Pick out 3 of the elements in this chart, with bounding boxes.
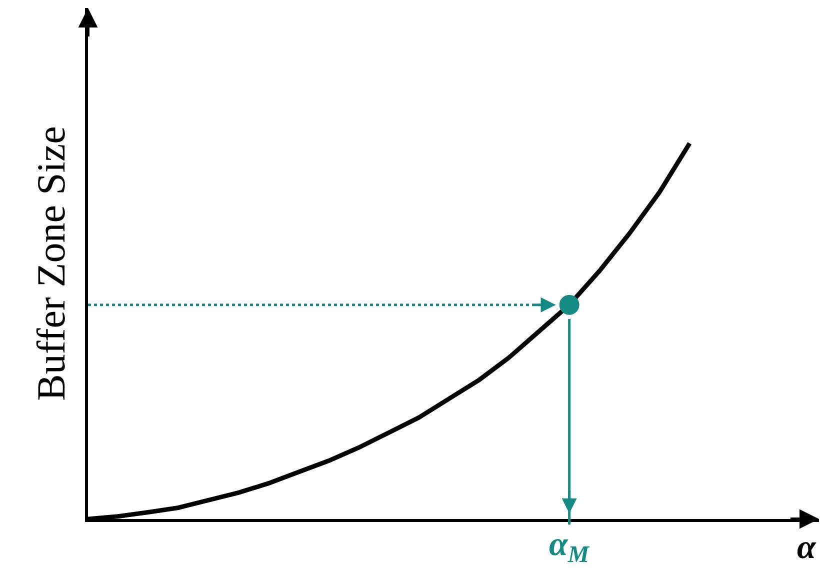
annotation: α$_{M}$ <box>549 526 590 568</box>
x-axis-title: α <box>797 529 817 566</box>
y-axis-title: Buffer Zone Size <box>28 126 74 401</box>
